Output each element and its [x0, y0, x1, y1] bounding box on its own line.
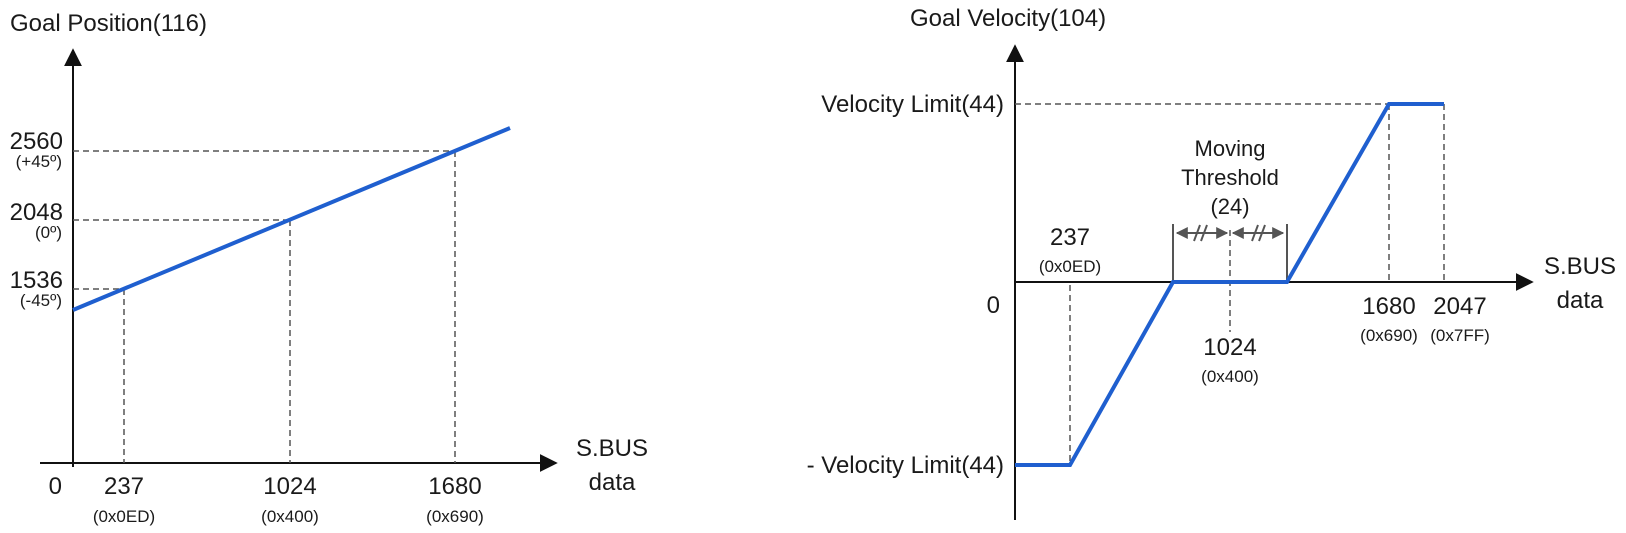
goal-position-chart: Goal Position(116) 2560 (+45º) 2048 (0º)…	[10, 10, 648, 526]
right-origin-label: 0	[987, 292, 1000, 319]
right-x-tick-1024-sub: (0x400)	[1201, 367, 1259, 386]
left-x-tick-237: 237	[104, 473, 144, 500]
right-x-tick-2047: 2047	[1433, 293, 1486, 320]
left-guide-lines	[73, 150, 456, 463]
left-x-tick-1680: 1680	[428, 473, 481, 500]
right-chart-title: Goal Velocity(104)	[910, 5, 1106, 32]
right-x-tick-237-sub: (0x0ED)	[1039, 257, 1101, 276]
threshold-label-line1: Moving	[1195, 136, 1266, 161]
left-y-tick-1536: 1536	[10, 267, 63, 294]
velocity-limit-label: Velocity Limit(44)	[821, 91, 1004, 118]
threshold-label-line2: Threshold	[1181, 165, 1279, 190]
goal-position-line	[72, 126, 511, 312]
left-origin-label: 0	[49, 473, 62, 500]
left-y-tick-2048: 2048	[10, 199, 63, 226]
right-x-tick-1024: 1024	[1203, 334, 1256, 361]
right-x-axis-label-line2: data	[1557, 287, 1604, 314]
goal-velocity-curve	[1015, 102, 1444, 467]
right-x-tick-1680: 1680	[1362, 293, 1415, 320]
right-x-tick-2047-sub: (0x7FF)	[1430, 326, 1490, 345]
left-x-axis-label-line2: data	[589, 469, 636, 496]
left-y-tick-2560: 2560	[10, 128, 63, 155]
left-y-tick-1536-sub: (-45º)	[20, 291, 62, 310]
left-x-axis-label-line1: S.BUS	[576, 435, 648, 462]
left-x-tick-1680-sub: (0x690)	[426, 507, 484, 526]
left-y-tick-2560-sub: (+45º)	[16, 152, 62, 171]
right-x-tick-237: 237	[1050, 224, 1090, 251]
moving-threshold-marker	[1172, 224, 1288, 280]
left-x-tick-1024: 1024	[263, 473, 316, 500]
left-x-tick-237-sub: (0x0ED)	[93, 507, 155, 526]
goal-velocity-chart: Goal Velocity(104) Velocity Limit(44)	[807, 5, 1616, 520]
threshold-label-line3: (24)	[1210, 194, 1249, 219]
neg-velocity-limit-label: - Velocity Limit(44)	[807, 452, 1004, 479]
left-x-tick-1024-sub: (0x400)	[261, 507, 319, 526]
left-chart-title: Goal Position(116)	[10, 10, 207, 37]
right-x-axis-label-line1: S.BUS	[1544, 253, 1616, 280]
right-x-tick-1680-sub: (0x690)	[1360, 326, 1418, 345]
left-y-tick-2048-sub: (0º)	[35, 223, 62, 242]
